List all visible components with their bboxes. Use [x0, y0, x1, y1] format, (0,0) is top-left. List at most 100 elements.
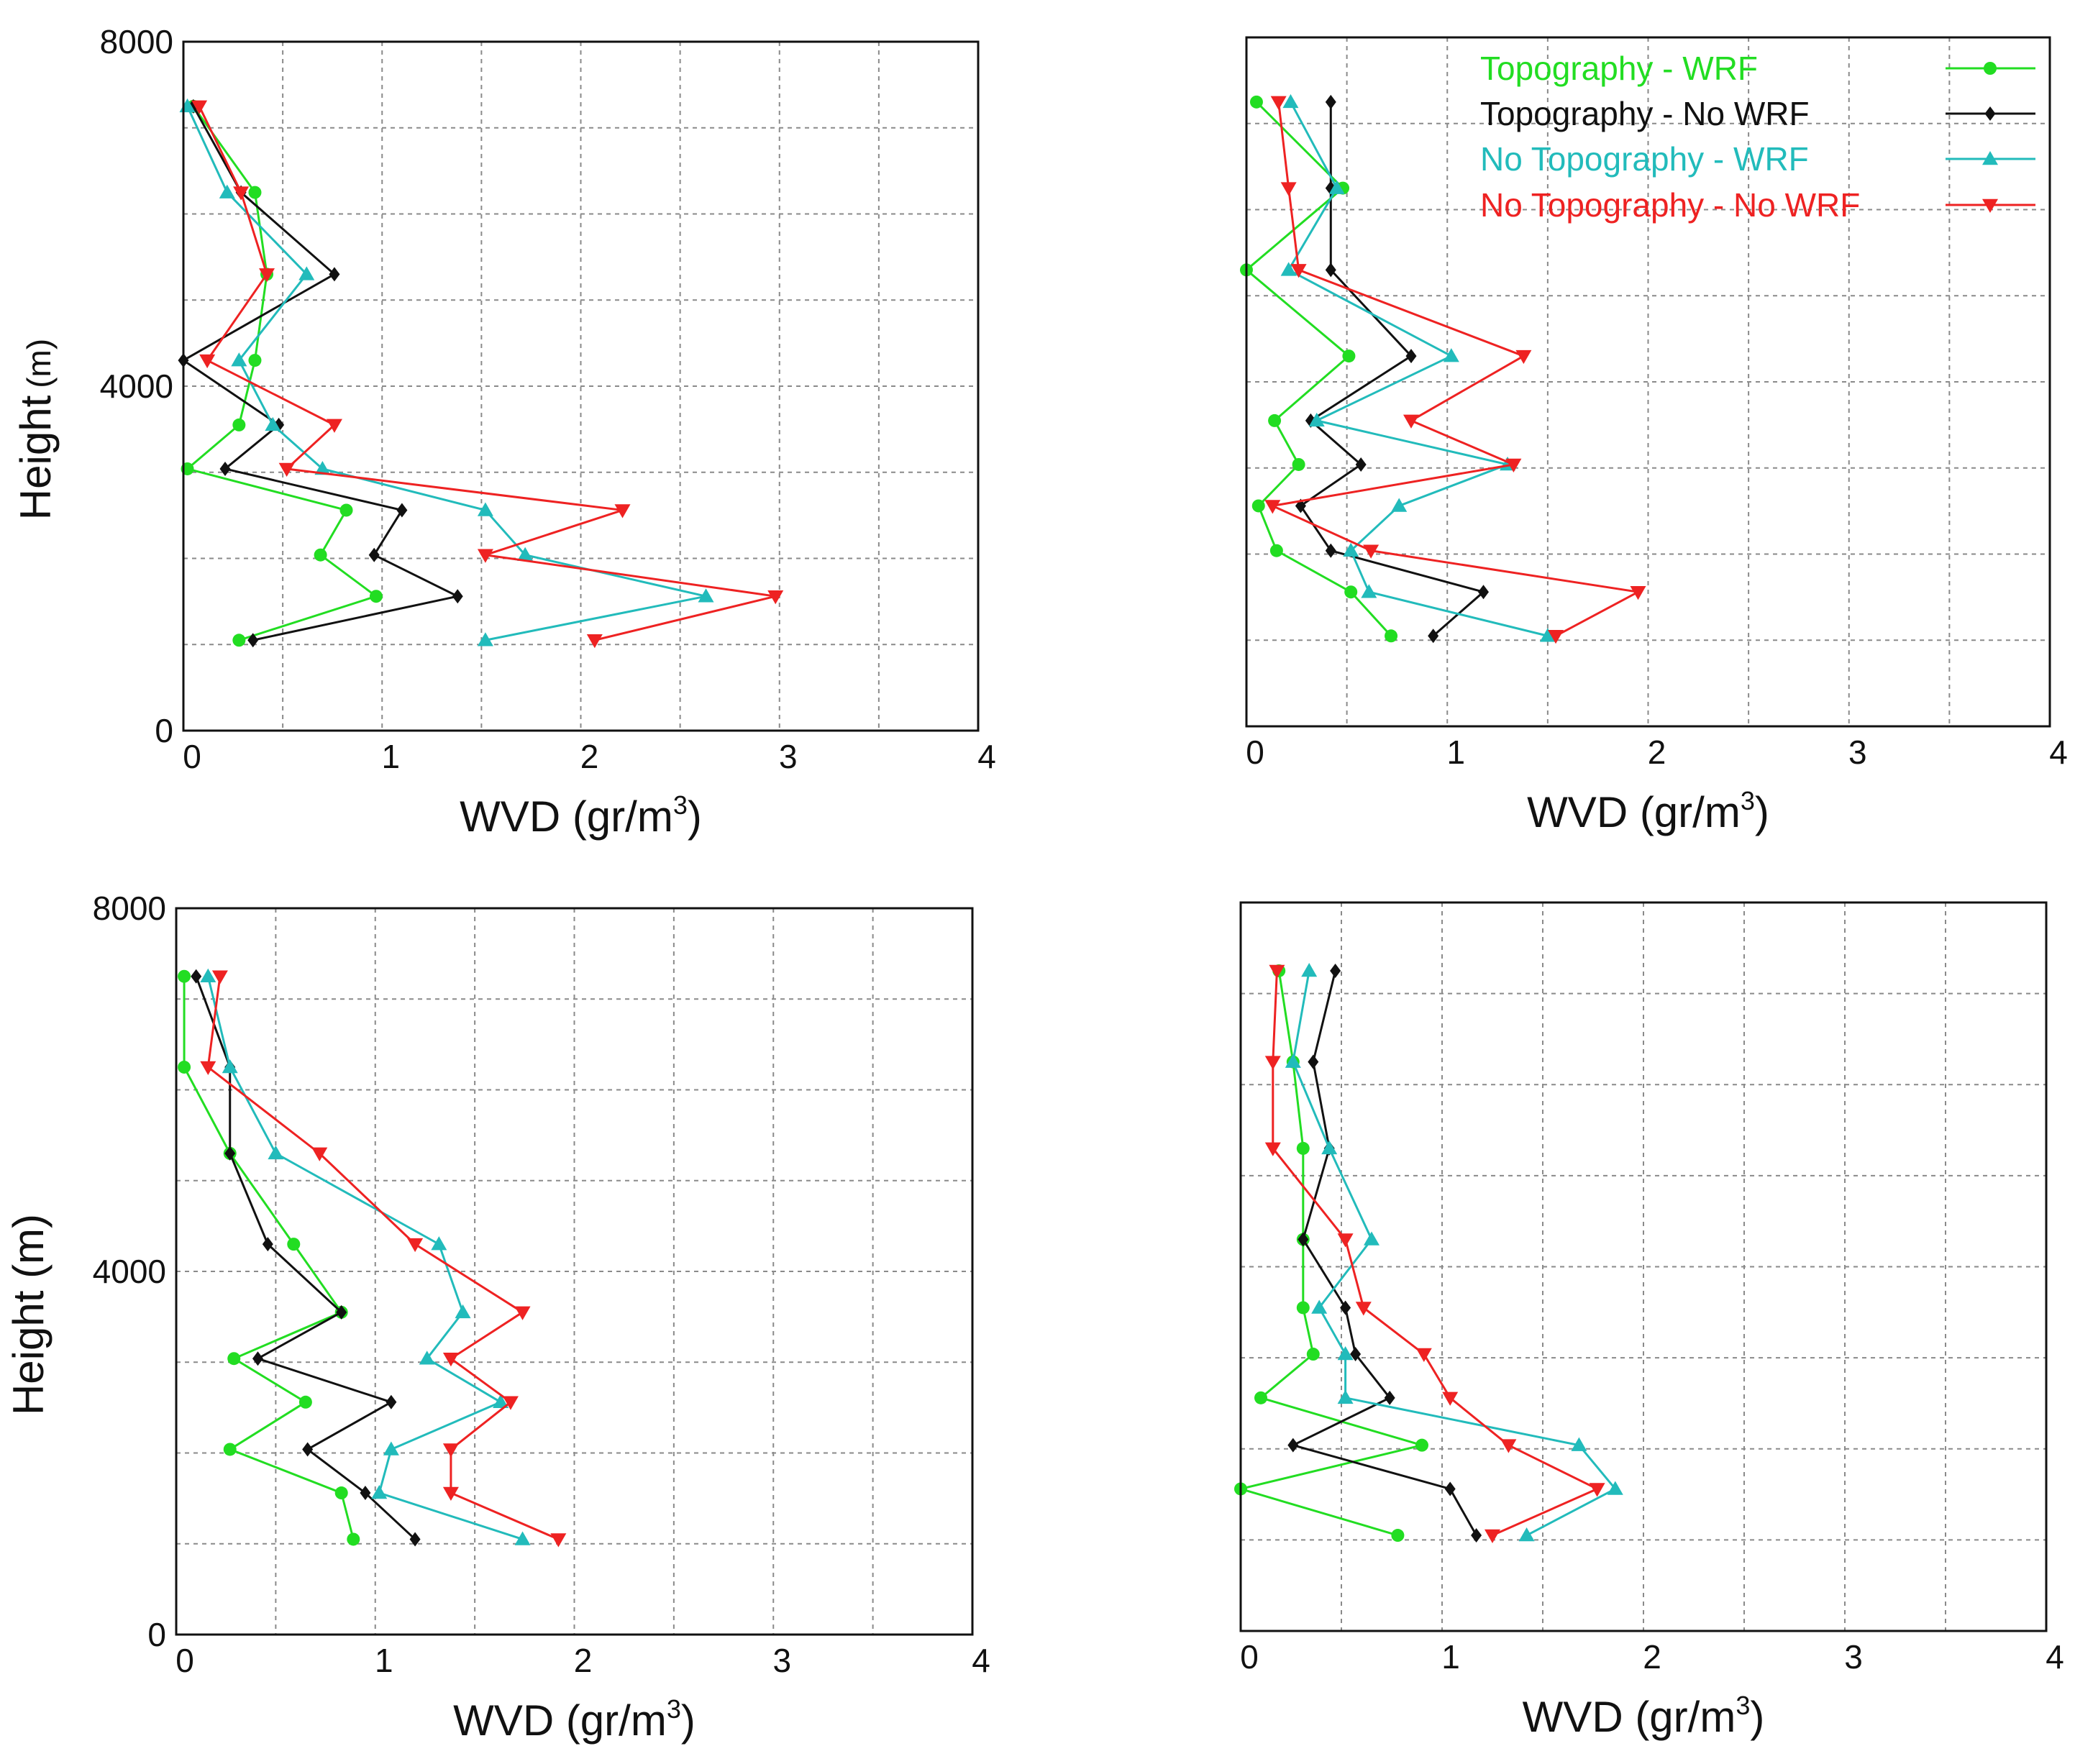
- x-tick-label: 3: [1848, 734, 1867, 771]
- x-tick-label: 1: [381, 738, 400, 775]
- x-axis-label-superscript: 3: [673, 790, 688, 820]
- data-point: [383, 1441, 399, 1455]
- data-point: [431, 1236, 447, 1251]
- x-axis-label-end: ): [688, 792, 702, 841]
- legend-entry-label: Topography - No WRF: [1480, 95, 1810, 132]
- x-axis-label: WVD (gr/m3): [1523, 1691, 1765, 1741]
- data-point: [1328, 180, 1345, 194]
- data-point: [1443, 348, 1459, 362]
- data-point: [1306, 1348, 1320, 1361]
- data-point: [1364, 1231, 1379, 1246]
- data-point: [1344, 585, 1358, 599]
- data-point: [1515, 349, 1532, 365]
- series-line-topography-wrf: [186, 105, 378, 641]
- y-tick-label: 0: [147, 1616, 166, 1653]
- y-axis-label-unit: (m): [20, 339, 58, 388]
- data-point: [1330, 963, 1341, 978]
- data-point: [199, 354, 216, 369]
- data-point: [1337, 1233, 1354, 1248]
- series-line-topography-no-wrf: [1299, 101, 1485, 637]
- data-point: [1308, 1054, 1319, 1069]
- data-point: [178, 1060, 191, 1074]
- data-point: [232, 634, 246, 647]
- data-point: [1269, 964, 1285, 979]
- data-point: [493, 1394, 509, 1409]
- data-point: [419, 1351, 435, 1365]
- data-point: [1428, 629, 1439, 644]
- data-point: [223, 1443, 237, 1456]
- series-line-topography-wrf: [1239, 970, 1423, 1537]
- data-point: [442, 1352, 459, 1367]
- data-point: [265, 416, 281, 431]
- data-point: [231, 352, 247, 367]
- data-point: [1539, 628, 1556, 642]
- data-point: [1280, 182, 1297, 196]
- x-axis-label-superscript: 3: [1741, 786, 1755, 815]
- data-point: [1361, 584, 1377, 598]
- data-point: [232, 418, 246, 431]
- data-point: [1571, 1437, 1587, 1451]
- data-point: [514, 1306, 531, 1320]
- x-tick-label: 0: [183, 738, 201, 775]
- data-point: [1607, 1481, 1623, 1495]
- plot-frame: [1245, 36, 2051, 728]
- y-tick-label: 4000: [100, 367, 173, 405]
- data-point: [1321, 1140, 1338, 1155]
- data-point: [1268, 413, 1282, 427]
- data-point: [298, 266, 315, 280]
- x-axis-label: WVD (gr/m3): [453, 1694, 696, 1745]
- data-point: [517, 547, 534, 561]
- x-tick-label: 4: [2049, 734, 2068, 771]
- x-axis-label-superscript: 3: [1736, 1691, 1750, 1720]
- data-point: [233, 186, 250, 201]
- data-point: [1518, 1527, 1535, 1542]
- data-point: [224, 1146, 236, 1161]
- series-line-no-topography-no-wrf: [198, 106, 777, 641]
- y-tick-label: 8000: [93, 890, 166, 927]
- data-point: [698, 588, 714, 603]
- x-axis-label-end: ): [681, 1696, 696, 1745]
- series-line-no-topography-no-wrf: [1272, 970, 1599, 1537]
- x-tick-label: 3: [772, 1642, 791, 1679]
- data-point: [278, 462, 295, 477]
- data-point: [329, 267, 340, 282]
- data-point: [1384, 1390, 1395, 1405]
- data-point: [442, 1443, 459, 1458]
- series-line-no-topography-no-wrf: [1271, 101, 1640, 637]
- data-point: [1296, 1141, 1310, 1155]
- series-line-topography-wrf: [183, 976, 355, 1540]
- data-point: [368, 547, 380, 562]
- y-tick-label: 0: [155, 712, 173, 749]
- data-point: [1391, 498, 1408, 512]
- x-tick-label: 0: [1246, 734, 1264, 771]
- data-point: [1280, 262, 1297, 276]
- data-point: [1391, 1529, 1405, 1543]
- x-tick-label: 4: [2046, 1638, 2064, 1676]
- y-axis-label-text: Height (m): [4, 1214, 53, 1415]
- series-line-no-topography-wrf: [186, 106, 708, 641]
- data-point: [1548, 630, 1564, 644]
- series-line-no-topography-wrf: [1287, 101, 1549, 637]
- data-point: [336, 1304, 347, 1320]
- data-point: [219, 184, 235, 198]
- data-point: [1264, 1142, 1281, 1156]
- data-point: [268, 1145, 284, 1160]
- x-axis-label-text: WVD (gr/m: [453, 1696, 667, 1745]
- legend-entry-label: Topography - WRF: [1480, 50, 1758, 87]
- x-tick-label: 0: [175, 1642, 194, 1679]
- y-tick-label: 8000: [100, 23, 173, 60]
- data-point: [1500, 1439, 1517, 1453]
- data-point: [219, 461, 231, 476]
- data-point: [1282, 93, 1299, 109]
- data-point: [298, 1395, 312, 1409]
- data-point: [1415, 1348, 1432, 1363]
- data-point: [1325, 94, 1336, 109]
- data-point: [1269, 544, 1283, 557]
- data-point: [1630, 585, 1646, 600]
- data-point: [1478, 585, 1490, 600]
- legend: Topography - WRF Topography - No WRF No To…: [1480, 50, 2035, 224]
- data-point: [252, 1351, 263, 1366]
